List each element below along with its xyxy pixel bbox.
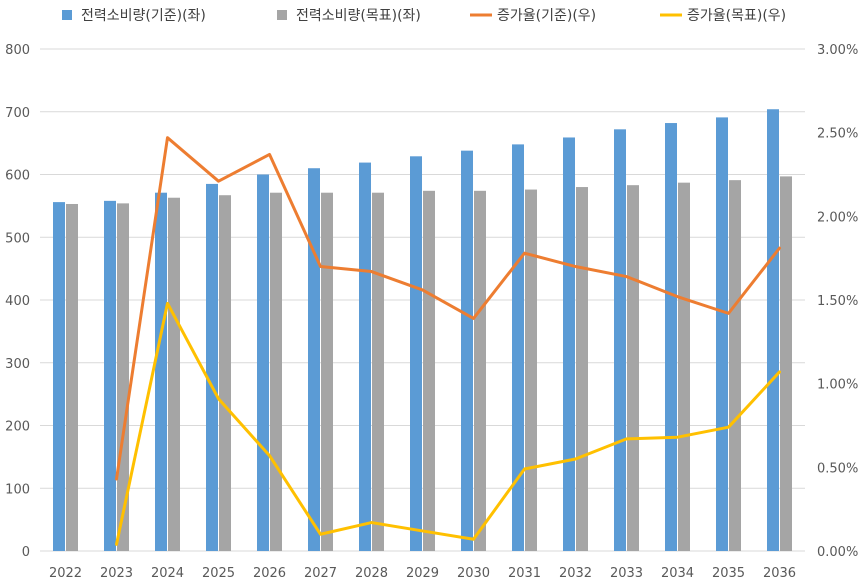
- y-left-tick-label: 0: [22, 545, 30, 560]
- bar: [53, 202, 65, 552]
- bar: [665, 123, 677, 552]
- x-tick-label: 2024: [151, 566, 184, 581]
- x-tick-label: 2028: [355, 566, 388, 581]
- bar: [410, 156, 422, 552]
- series-line: [115, 136, 781, 481]
- bar: [308, 168, 320, 551]
- bar: [206, 183, 218, 551]
- bar: [576, 187, 588, 552]
- bar: [729, 180, 741, 551]
- bar: [716, 117, 728, 552]
- bar: [474, 190, 486, 551]
- bar: [168, 197, 180, 551]
- bar: [678, 182, 690, 551]
- y-right-tick-label: 1.50%: [817, 294, 858, 309]
- y-right-tick-label: 2.00%: [817, 210, 858, 225]
- bar: [321, 192, 333, 551]
- bar: [155, 192, 167, 551]
- x-tick-label: 2022: [49, 566, 82, 581]
- y-right-tick-label: 3.00%: [817, 43, 858, 58]
- bar: [614, 129, 626, 551]
- legend-swatch: [277, 10, 287, 20]
- bar: [372, 192, 384, 551]
- bar: [563, 137, 575, 552]
- y-left-tick-label: 500: [5, 231, 30, 246]
- legend-label: 전력소비량(목표)(좌): [296, 8, 421, 24]
- bar: [512, 144, 524, 551]
- x-tick-label: 2027: [304, 566, 337, 581]
- y-left-tick-label: 400: [5, 294, 30, 309]
- bar: [780, 176, 792, 551]
- bar: [257, 174, 269, 551]
- y-left-tick-label: 800: [5, 43, 30, 58]
- x-tick-label: 2023: [100, 566, 133, 581]
- y-left-tick-label: 100: [5, 482, 30, 497]
- bar: [525, 189, 537, 551]
- legend-swatch: [62, 10, 72, 20]
- x-tick-label: 2035: [712, 566, 745, 581]
- legend-label: 증가율(목표)(우): [687, 8, 786, 24]
- x-tick-label: 2032: [559, 566, 592, 581]
- bar: [461, 150, 473, 551]
- legend: 전력소비량(기준)(좌) 전력소비량(목표)(좌) 증가율(기준)(우) 증가율(목표…: [62, 8, 786, 24]
- bar: [359, 162, 371, 551]
- x-tick-label: 2034: [661, 566, 694, 581]
- lines: [115, 136, 781, 546]
- bar: [104, 200, 116, 552]
- x-tick-label: 2026: [253, 566, 286, 581]
- y-left-tick-label: 600: [5, 169, 30, 184]
- legend-label: 전력소비량(기준)(좌): [81, 8, 206, 24]
- bar: [270, 192, 282, 551]
- y-right-tick-label: 2.50%: [817, 127, 858, 142]
- gridlines: [40, 48, 805, 552]
- y-right-tick-label: 0.00%: [817, 545, 858, 560]
- bar: [66, 203, 78, 551]
- bar: [767, 109, 779, 552]
- x-tick-label: 2033: [610, 566, 643, 581]
- bars: [53, 109, 792, 552]
- bar: [219, 195, 231, 551]
- bar: [627, 185, 639, 552]
- y-left-tick-label: 200: [5, 420, 30, 435]
- axes: 0 100 200 300 400 500 600 700 800 0.00% 0.50% 1.00%…: [5, 43, 858, 581]
- y-right-tick-label: 0.50%: [817, 461, 858, 476]
- x-tick-label: 2030: [457, 566, 490, 581]
- x-tick-label: 2031: [508, 566, 541, 581]
- y-left-tick-label: 700: [5, 106, 30, 121]
- x-tick-label: 2036: [763, 566, 796, 581]
- x-tick-label: 2025: [202, 566, 235, 581]
- y-right-tick-label: 1.00%: [817, 378, 858, 393]
- y-left-tick-label: 300: [5, 357, 30, 372]
- x-tick-label: 2029: [406, 566, 439, 581]
- legend-label: 증가율(기준)(우): [497, 8, 596, 24]
- bar: [423, 190, 435, 551]
- series-line: [115, 301, 781, 546]
